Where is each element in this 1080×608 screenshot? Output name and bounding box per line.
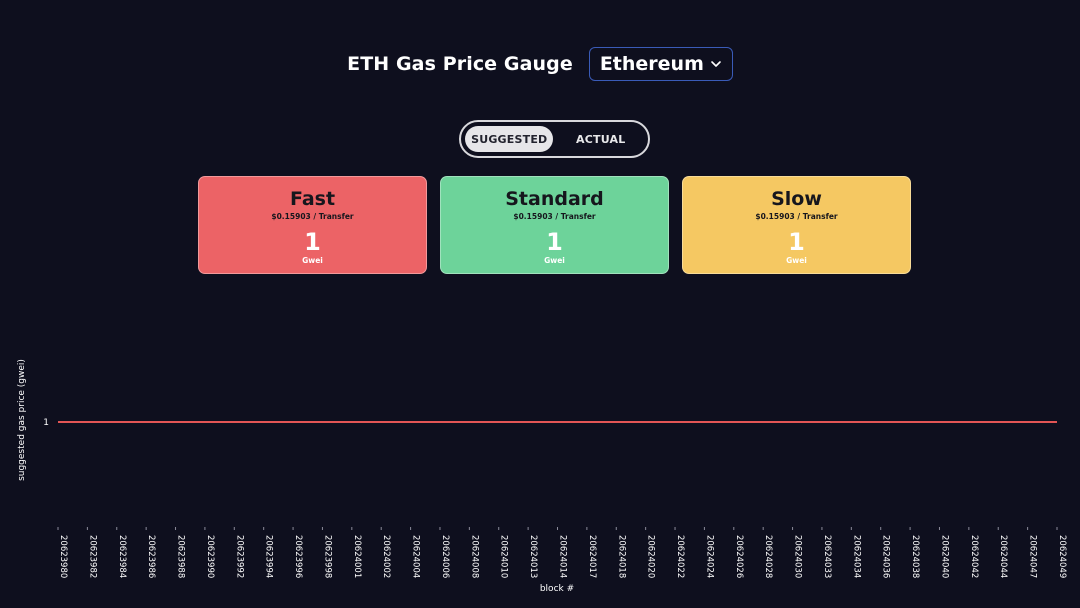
- x-tick-label: 20624022: [675, 535, 685, 578]
- x-tick-label: 20623994: [264, 535, 274, 578]
- x-tick-label: 20623998: [322, 535, 332, 578]
- card-price: 1: [304, 228, 321, 256]
- x-axis-label: block #: [540, 584, 574, 594]
- x-tick-label: 20623990: [205, 535, 215, 578]
- toggle-actual[interactable]: ACTUAL: [576, 132, 626, 146]
- x-tick-label: 20624024: [704, 535, 714, 578]
- x-tick-label: 20624044: [998, 535, 1008, 578]
- x-tick-label: 20624013: [528, 535, 538, 578]
- card-transfer-cost: $0.15903 / Transfer: [513, 212, 596, 221]
- header: ETH Gas Price Gauge Ethereum: [0, 44, 1080, 84]
- x-tick-label: 20624006: [440, 535, 450, 578]
- card-price: 1: [788, 228, 805, 256]
- x-tick-label: 20624038: [910, 535, 920, 578]
- x-tick-label: 20624033: [822, 535, 832, 578]
- y-axis-label: suggested gas price (gwei): [17, 359, 27, 481]
- x-tick-label: 20624036: [881, 535, 891, 578]
- x-tick-label: 20624028: [763, 535, 773, 578]
- card-title: Standard: [505, 188, 604, 210]
- card-unit: Gwei: [786, 256, 807, 265]
- x-tick-label: 20624049: [1057, 535, 1067, 578]
- x-tick-label: 20623992: [234, 535, 244, 578]
- card-transfer-cost: $0.15903 / Transfer: [271, 212, 354, 221]
- x-tick-label: 20624017: [587, 535, 597, 578]
- card-price: 1: [546, 228, 563, 256]
- x-tick-label: 20624004: [411, 535, 421, 578]
- x-tick-label: 20624008: [469, 535, 479, 578]
- card-title: Slow: [771, 188, 822, 210]
- x-tick-label: 20624010: [499, 535, 509, 578]
- card-title: Fast: [289, 188, 336, 210]
- mode-toggle: SUGGESTED ACTUAL: [459, 120, 650, 158]
- page-title: ETH Gas Price Gauge: [347, 53, 573, 75]
- card-transfer-cost: $0.15903 / Transfer: [755, 212, 838, 221]
- card-unit: Gwei: [544, 256, 565, 265]
- card-unit: Gwei: [302, 256, 323, 265]
- x-tick-label: 20624040: [939, 535, 949, 578]
- x-tick-label: 20624047: [1028, 535, 1038, 578]
- x-tick-label: 20623996: [293, 535, 303, 578]
- card-fast: Fast $0.15903 / Transfer 1 Gwei: [198, 176, 427, 274]
- chevron-down-icon: [710, 58, 722, 70]
- x-tick-label: 20624030: [793, 535, 803, 578]
- x-tick-label: 20623980: [58, 535, 68, 578]
- x-tick-label: 20623988: [176, 535, 186, 578]
- x-tick-label: 20624042: [969, 535, 979, 578]
- network-select-label: Ethereum: [599, 53, 704, 75]
- x-tick-label: 20623982: [87, 535, 97, 578]
- y-tick-label: 1: [43, 418, 49, 428]
- x-tick-label: 20624001: [352, 535, 362, 578]
- x-tick-label: 20623984: [117, 535, 127, 578]
- x-tick-label: 20624020: [646, 535, 656, 578]
- card-standard: Standard $0.15903 / Transfer 1 Gwei: [440, 176, 669, 274]
- x-tick-label: 20624018: [616, 535, 626, 578]
- x-tick-label: 20624026: [734, 535, 744, 578]
- x-tick-label: 20623986: [146, 535, 156, 578]
- toggle-suggested[interactable]: SUGGESTED: [465, 126, 554, 152]
- x-tick-label: 20624002: [381, 535, 391, 578]
- network-select[interactable]: Ethereum: [588, 47, 733, 81]
- x-tick-label: 20624014: [558, 535, 568, 578]
- x-tick-label: 20624034: [851, 535, 861, 578]
- card-slow: Slow $0.15903 / Transfer 1 Gwei: [682, 176, 911, 274]
